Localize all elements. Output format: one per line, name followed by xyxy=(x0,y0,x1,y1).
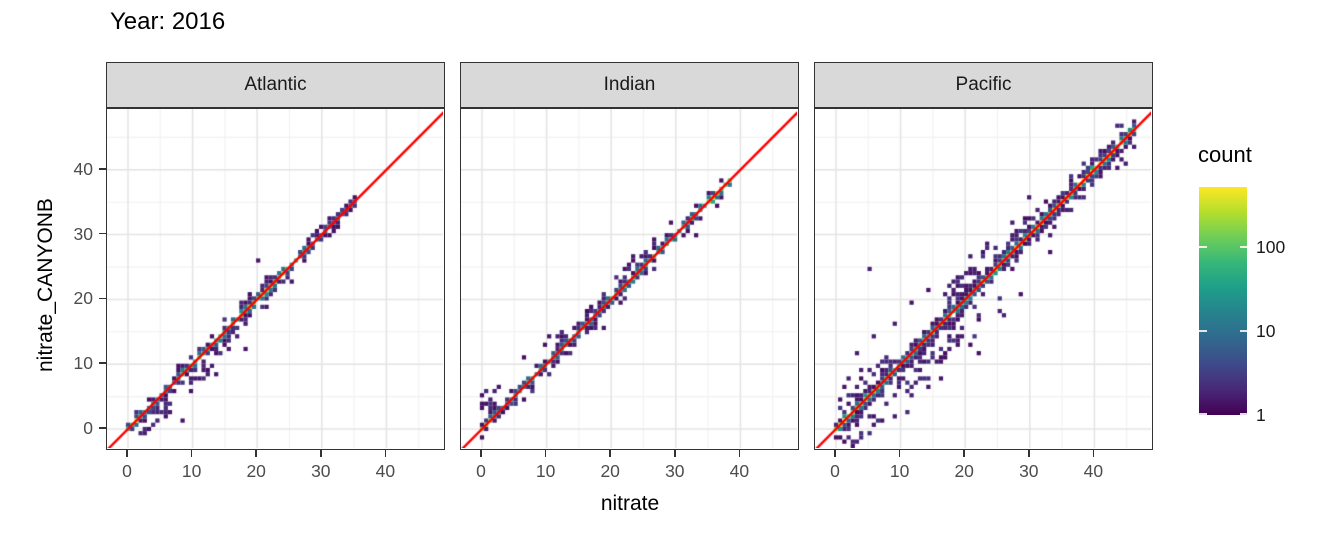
x-tick-mark xyxy=(963,450,965,457)
legend-tick-mark xyxy=(1199,413,1207,415)
legend-tick-mark xyxy=(1240,413,1248,415)
x-tick-mark xyxy=(834,450,836,457)
x-tick-mark xyxy=(320,450,322,457)
legend-tick-mark xyxy=(1240,330,1248,333)
y-tick-label: 40 xyxy=(73,158,93,179)
facet-label: Atlantic xyxy=(244,74,307,95)
x-tick-label: 20 xyxy=(600,461,620,481)
y-tick-label: 10 xyxy=(73,353,93,374)
plot-title: Year: 2016 xyxy=(110,8,226,35)
x-tick-mark xyxy=(609,450,611,457)
y-tick-mark xyxy=(99,297,106,300)
legend-tick-mark xyxy=(1199,245,1207,248)
x-tick-label: 0 xyxy=(830,461,840,481)
legend-gradient-bar xyxy=(1199,187,1247,415)
x-tick-label: 10 xyxy=(181,461,202,481)
facet-strip-indian: Indian xyxy=(460,62,799,108)
x-tick-label: 40 xyxy=(729,461,750,481)
legend-tick-mark xyxy=(1240,245,1248,248)
x-tick-mark xyxy=(1092,450,1095,457)
y-tick-mark xyxy=(99,232,106,235)
x-tick-mark xyxy=(898,450,901,457)
legend-tick-label: 100 xyxy=(1256,236,1286,257)
y-tick-mark xyxy=(99,168,106,170)
x-tick-mark xyxy=(190,450,193,457)
x-tick-mark xyxy=(674,450,676,457)
x-axis-title: nitrate xyxy=(600,492,660,515)
legend-tick-mark xyxy=(1199,330,1207,333)
bin2d-canvas-indian xyxy=(461,109,797,448)
facet-strip-atlantic: Atlantic xyxy=(106,62,445,108)
x-tick-label: 20 xyxy=(246,461,266,481)
x-tick-label: 0 xyxy=(122,461,132,481)
x-tick-mark xyxy=(126,450,128,457)
y-tick-mark xyxy=(99,427,106,429)
y-tick-mark xyxy=(99,362,106,364)
y-tick-label: 0 xyxy=(83,418,93,438)
facet-strip-pacific: Pacific xyxy=(814,62,1153,108)
x-tick-label: 10 xyxy=(535,461,556,481)
bin2d-canvas-pacific xyxy=(815,109,1151,448)
x-tick-mark xyxy=(384,450,387,457)
y-tick-label: 30 xyxy=(73,223,93,244)
bin2d-canvas-atlantic xyxy=(107,109,443,448)
x-tick-mark xyxy=(544,450,547,457)
x-tick-mark xyxy=(738,450,741,457)
x-tick-label: 40 xyxy=(375,461,396,481)
legend-title: count xyxy=(1198,142,1252,167)
x-tick-label: 30 xyxy=(311,461,331,481)
legend-tick-label: 1 xyxy=(1256,405,1266,425)
x-tick-label: 30 xyxy=(1019,461,1039,481)
x-tick-mark xyxy=(255,450,257,457)
x-tick-label: 20 xyxy=(954,461,974,481)
facet-label: Pacific xyxy=(955,74,1012,95)
x-tick-mark xyxy=(480,450,482,457)
facet-label: Indian xyxy=(603,74,656,95)
facet-panel-indian xyxy=(460,108,799,450)
y-tick-label: 20 xyxy=(73,288,93,309)
x-tick-label: 10 xyxy=(889,461,910,481)
x-tick-label: 0 xyxy=(476,461,486,481)
facet-panel-pacific xyxy=(814,108,1153,450)
legend-tick-label: 10 xyxy=(1256,321,1276,342)
facet-panel-atlantic xyxy=(106,108,445,450)
x-tick-mark xyxy=(1028,450,1030,457)
x-tick-label: 30 xyxy=(665,461,685,481)
x-tick-label: 40 xyxy=(1083,461,1104,481)
